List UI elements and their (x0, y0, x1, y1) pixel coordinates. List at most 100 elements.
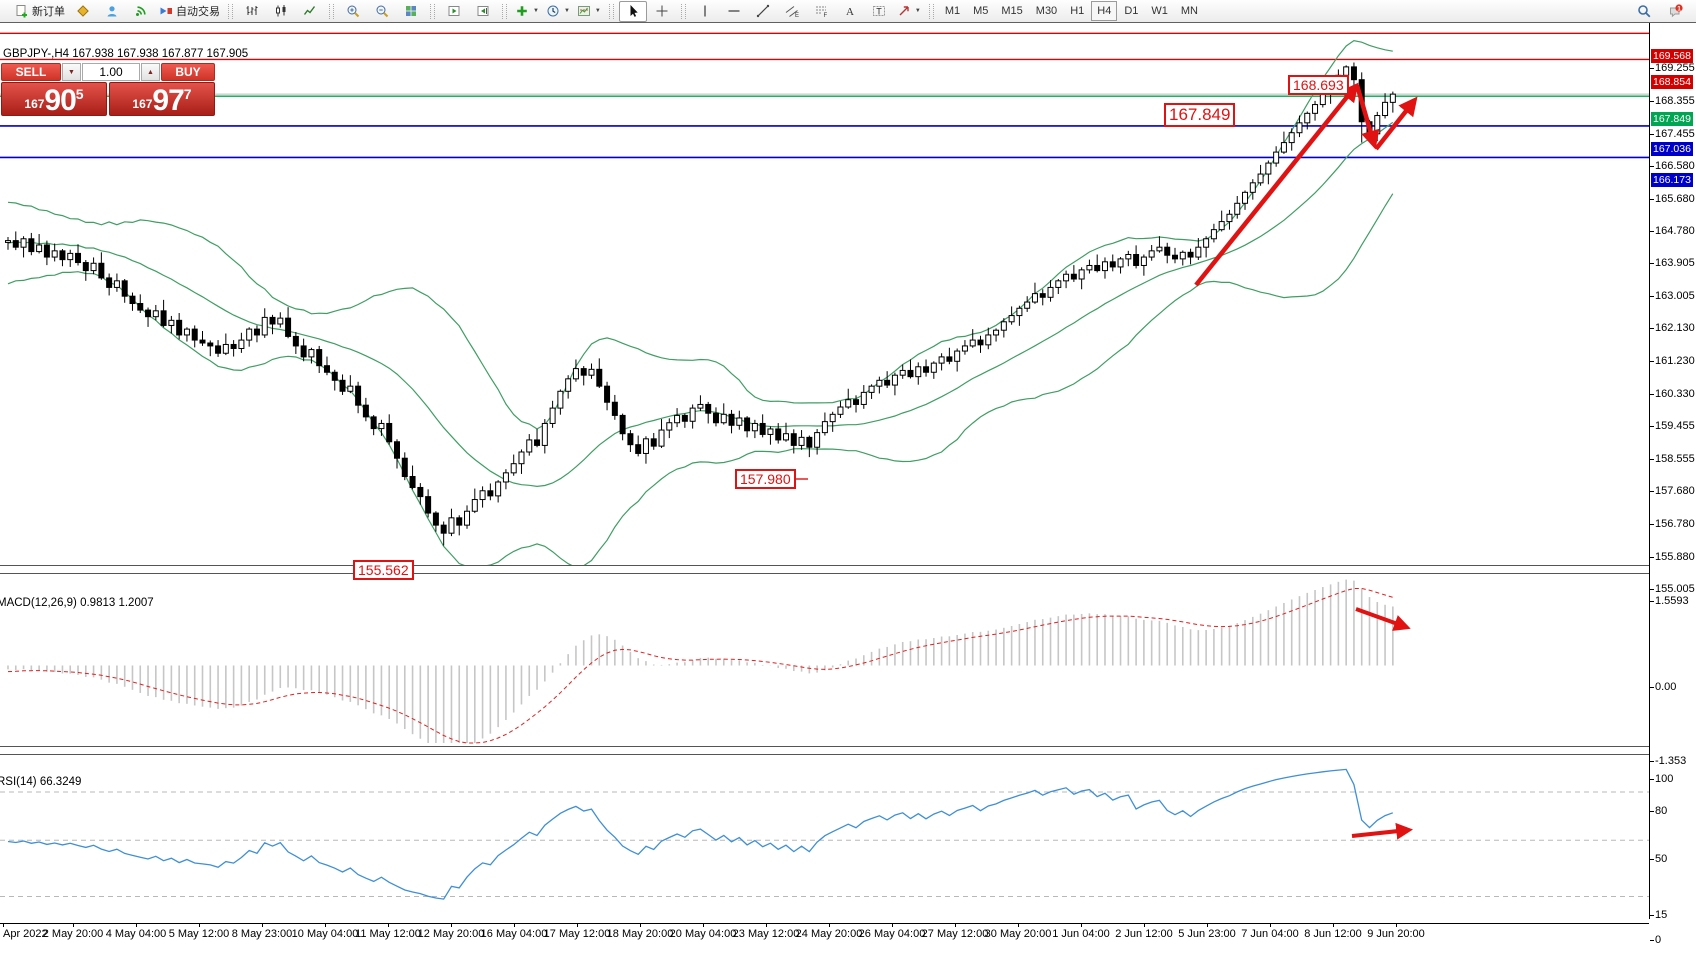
candle-body (347, 385, 354, 392)
candle-body (783, 433, 789, 441)
timeframe-m1-button[interactable]: M1 (944, 5, 961, 17)
candle-body (495, 481, 502, 497)
price-annotation-label[interactable]: 168.693 (1288, 75, 1349, 96)
horizontal-line-button[interactable] (720, 1, 748, 22)
toolbar-separator (228, 3, 233, 19)
axis-tick-label: 80 (1655, 804, 1668, 817)
fibonacci-button[interactable]: F (807, 1, 835, 22)
sell-button[interactable]: SELL (1, 63, 61, 81)
buy-button[interactable]: BUY (161, 63, 215, 81)
zoom-out-button[interactable] (368, 1, 396, 22)
candle-body (207, 342, 214, 347)
chart-area[interactable]: GBPJPY-,H4 167.938 167.938 167.877 167.9… (0, 23, 1649, 944)
candle-chart-mode-button[interactable] (267, 1, 295, 22)
candle-body (1024, 301, 1031, 309)
chevron-down-icon: ▼ (533, 8, 539, 14)
svg-text:F: F (823, 13, 827, 18)
indicators-button[interactable]: ▼ (512, 1, 542, 22)
timeframe-m5-button[interactable]: M5 (973, 5, 989, 17)
periods-button[interactable]: ▼ (543, 1, 573, 22)
channel-e-icon: E (785, 6, 799, 18)
timeframe-m15-button[interactable]: M15 (1001, 5, 1023, 17)
volume-input[interactable] (82, 63, 140, 81)
crosshair-button[interactable] (648, 1, 676, 22)
trendline-button[interactable] (749, 1, 777, 22)
candle-body (1234, 202, 1241, 215)
community-button[interactable] (98, 1, 126, 22)
candle-body (923, 366, 930, 373)
candle-body (1164, 246, 1171, 256)
notifications-button[interactable]: 1 (1662, 1, 1690, 22)
bar-chart-mode-button[interactable] (238, 1, 266, 22)
panel-splitter[interactable] (0, 565, 1649, 574)
sell-price-box[interactable]: 167 90 5 (1, 82, 107, 116)
axis-tick-label: 50 (1655, 853, 1668, 866)
panel-splitter[interactable] (0, 746, 1649, 755)
timeframe-m30-button[interactable]: M30 (1035, 5, 1058, 17)
timeframe-mn-button[interactable]: MN (1180, 5, 1198, 17)
text-button[interactable]: A (836, 1, 864, 22)
time-axis-tick (1207, 924, 1208, 927)
candle-body (75, 252, 82, 264)
price-annotation-label[interactable]: 155.562 (353, 560, 414, 581)
candle-body (1148, 250, 1155, 258)
time-axis[interactable]: Apr 2022 2 May 20:00 4 May 04:00 5 May 12:0… (0, 923, 1649, 944)
price-tick-mark (1650, 198, 1654, 200)
time-axis-label: 18 May 20:00 (606, 928, 674, 940)
equidistant-channel-button[interactable]: E (778, 1, 806, 22)
auto-scroll-button[interactable] (440, 1, 468, 22)
chart-candles-icon (276, 5, 286, 17)
timeframe-w1-button[interactable]: W1 (1151, 5, 1168, 17)
cursor-button[interactable] (618, 0, 647, 22)
auto-trading-button[interactable]: 自动交易 (156, 1, 223, 22)
timeframe-d1-button[interactable]: D1 (1124, 5, 1139, 17)
chart-shift-button[interactable] (469, 1, 497, 22)
market-watch-button[interactable] (69, 1, 97, 22)
candle-body (331, 371, 338, 381)
new-order-button[interactable]: 新订单 (12, 1, 68, 22)
macd-panel[interactable] (0, 574, 1649, 746)
candle-body (355, 385, 362, 406)
volume-decrease-button[interactable]: ▼ (62, 63, 81, 81)
time-axis-tick (73, 924, 74, 927)
volume-increase-button[interactable]: ▲ (141, 63, 160, 81)
candle-body (1179, 251, 1186, 260)
price-annotation-label[interactable]: 167.849 (1164, 103, 1236, 127)
candle-body (292, 335, 299, 347)
axis-tick-label: 160.330 (1655, 388, 1695, 401)
candle-body (588, 368, 595, 376)
text-label-button[interactable]: T (865, 1, 893, 22)
search-button[interactable] (1630, 1, 1658, 22)
arrows-button[interactable]: ▼ (894, 1, 924, 22)
price-axis[interactable]: 169.255 168.355 167.455 166.580 165.680 164.7… (1649, 23, 1696, 946)
candle-body (1063, 273, 1070, 282)
rsi-panel[interactable] (0, 755, 1649, 923)
templates-button[interactable]: ▼ (574, 1, 604, 22)
price-tick-mark (1650, 556, 1654, 558)
candle-body (580, 368, 587, 376)
candle-body (502, 472, 509, 483)
time-axis-label: 23 May 12:00 (732, 928, 800, 940)
label-t-icon: T (872, 6, 885, 17)
candle-body (191, 328, 198, 341)
zoom-in-button[interactable] (339, 1, 367, 22)
candle-body (1210, 229, 1217, 240)
buy-price-box[interactable]: 167 97 7 (109, 82, 215, 116)
price-line-badge: 168.854 (1651, 75, 1693, 90)
candle-body (611, 401, 618, 416)
tile-windows-button[interactable] (397, 1, 425, 22)
axis-tick-label: -1.353 (1655, 755, 1687, 768)
candle-body (370, 416, 377, 430)
timeframe-h1-button[interactable]: H1 (1070, 5, 1085, 17)
timeframe-h4-button[interactable]: H4 (1091, 1, 1118, 21)
signals-button[interactable] (127, 1, 155, 22)
candle-body (705, 403, 712, 414)
vertical-line-button[interactable] (691, 1, 719, 22)
price-annotation-label[interactable]: 157.980 (735, 469, 796, 490)
main-chart-panel[interactable] (0, 23, 1649, 565)
time-axis-tick (451, 924, 452, 927)
candle-body (1055, 280, 1062, 288)
line-chart-mode-button[interactable] (296, 1, 324, 22)
candle-body (751, 422, 758, 432)
candle-body (20, 238, 27, 248)
